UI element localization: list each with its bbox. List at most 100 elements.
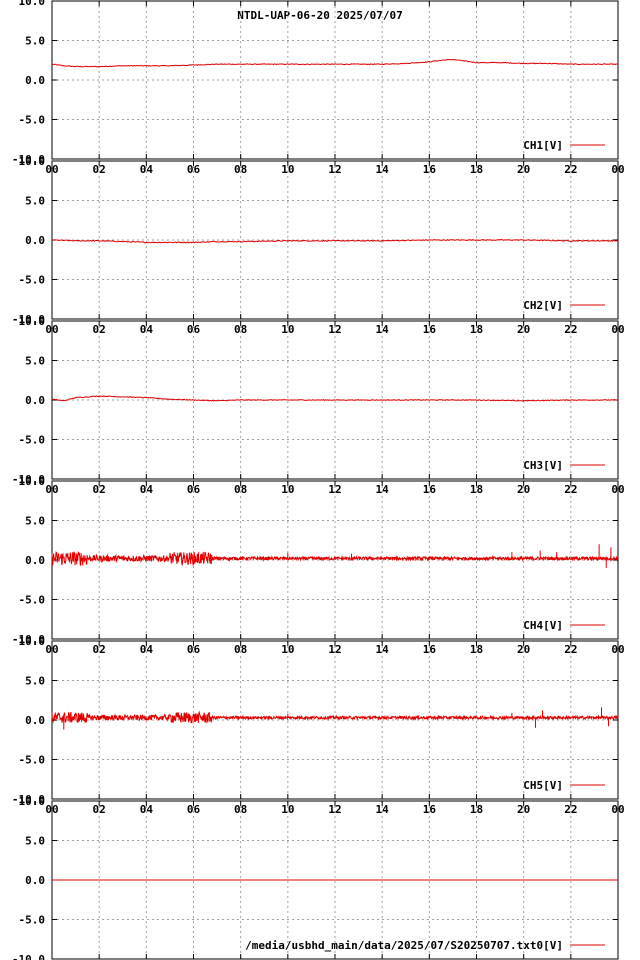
y-tick-label: -5.0 xyxy=(19,274,46,287)
y-tick-label: 10.0 xyxy=(19,0,46,8)
y-tick-label: -5.0 xyxy=(19,754,46,767)
x-tick-label: 04 xyxy=(140,643,154,656)
y-tick-label: -10.0 xyxy=(12,313,45,326)
x-tick-label: 08 xyxy=(234,483,247,496)
x-tick-label: 18 xyxy=(470,323,483,336)
x-tick-label: 02 xyxy=(93,163,106,176)
legend-label: CH1[V] xyxy=(523,139,563,152)
y-tick-label: -5.0 xyxy=(19,914,46,927)
y-tick-label: 10.0 xyxy=(19,795,46,808)
x-tick-label: 22 xyxy=(564,323,577,336)
x-tick-label: 20 xyxy=(517,803,530,816)
y-tick-label: -5.0 xyxy=(19,434,46,447)
series-line-5 xyxy=(51,710,619,725)
x-tick-label: 10 xyxy=(281,643,294,656)
x-tick-label: 12 xyxy=(328,803,341,816)
legend-label: CH4[V] xyxy=(523,619,563,632)
x-tick-label: 08 xyxy=(234,803,247,816)
y-tick-label: 10.0 xyxy=(19,475,46,488)
x-tick-label: 02 xyxy=(93,643,106,656)
x-tick-label: 14 xyxy=(376,803,390,816)
y-tick-label: 0.0 xyxy=(25,714,45,727)
y-tick-label: 0.0 xyxy=(25,74,45,87)
legend-label: CH5[V] xyxy=(523,779,563,792)
x-tick-label: 12 xyxy=(328,163,341,176)
legend-label: CH2[V] xyxy=(523,299,563,312)
x-tick-label: 20 xyxy=(517,643,530,656)
y-tick-label: -5.0 xyxy=(19,114,46,127)
x-tick-label: 06 xyxy=(187,323,201,336)
x-tick-label: 06 xyxy=(187,803,201,816)
x-tick-label: 16 xyxy=(423,163,437,176)
y-tick-label: 5.0 xyxy=(25,675,45,688)
channel-panel-6: 10.0 5.0 0.0 -5.0 -10.0/media/usbhd_main/dat… xyxy=(12,795,619,960)
channel-panel-5: 10.05.00.0-5.0-10.000 02 04 06 08 10 12 14 16 18 2… xyxy=(12,635,625,816)
legend-label: CH3[V] xyxy=(523,459,563,472)
x-tick-label: 16 xyxy=(423,643,437,656)
x-tick-label: 20 xyxy=(517,483,530,496)
chart-title: NTDL-UAP-06-20 2025/07/07 xyxy=(237,9,403,22)
x-tick-label: 08 xyxy=(234,163,247,176)
x-tick-label: 18 xyxy=(470,643,483,656)
series-line-1 xyxy=(51,58,619,68)
x-tick-label: 12 xyxy=(328,323,341,336)
y-tick-label: -10.0 xyxy=(12,153,45,166)
y-tick-label: 10.0 xyxy=(19,155,46,168)
x-tick-label: 16 xyxy=(423,483,437,496)
x-tick-label: 22 xyxy=(564,803,577,816)
channel-panel-3: 10.05.00.0-5.0-10.000 02 04 06 08 10 12 14 16 18 2… xyxy=(12,315,625,496)
y-tick-label: -10.0 xyxy=(12,473,45,486)
y-tick-label: 5.0 xyxy=(25,515,45,528)
y-tick-label: 5.0 xyxy=(25,835,45,848)
y-tick-label: 5.0 xyxy=(25,35,45,48)
y-tick-label: -10.0 xyxy=(12,793,45,806)
x-tick-label: 22 xyxy=(564,643,577,656)
x-tick-label: 08 xyxy=(234,323,247,336)
x-tick-label: 16 xyxy=(423,803,437,816)
x-tick-label: 18 xyxy=(470,483,483,496)
x-tick-label: 14 xyxy=(376,483,390,496)
y-tick-label: 0.0 xyxy=(25,234,45,247)
x-tick-label: 18 xyxy=(470,163,483,176)
channel-panel-4: 10.05.00.0-5.0-10.000 02 04 06 08 10 12 14 16 18 2… xyxy=(12,475,625,656)
series-line-3 xyxy=(51,395,619,402)
y-tick-label: 10.0 xyxy=(19,635,46,648)
x-tick-label: 14 xyxy=(376,323,390,336)
y-tick-label: 0.0 xyxy=(25,554,45,567)
y-tick-label: 10.0 xyxy=(19,315,46,328)
x-tick-label: 14 xyxy=(376,163,390,176)
x-tick-label: 02 xyxy=(93,323,106,336)
x-tick-label: 12 xyxy=(328,643,341,656)
y-tick-label: 5.0 xyxy=(25,195,45,208)
x-tick-label: 18 xyxy=(470,803,483,816)
x-tick-label: 16 xyxy=(423,323,437,336)
x-tick-label: 04 xyxy=(140,483,154,496)
y-tick-label: -10.0 xyxy=(12,953,45,960)
series-line-4 xyxy=(51,551,619,567)
y-tick-label: -10.0 xyxy=(12,633,45,646)
x-tick-label: 04 xyxy=(140,163,154,176)
channel-panel-2: 10.05.00.0-5.0-10.000 02 04 06 08 10 12 14 16 18 2… xyxy=(12,155,625,336)
y-tick-label: -5.0 xyxy=(19,594,46,607)
x-tick-label: 06 xyxy=(187,643,201,656)
x-tick-label: 06 xyxy=(187,483,201,496)
legend-label: /media/usbhd_main/data/2025/07/S20250707… xyxy=(245,939,563,952)
x-tick-label: 22 xyxy=(564,483,577,496)
y-tick-label: 0.0 xyxy=(25,874,45,887)
x-tick-label: 10 xyxy=(281,803,294,816)
y-tick-label: 5.0 xyxy=(25,355,45,368)
series-line-2 xyxy=(51,238,619,244)
x-tick-label: 20 xyxy=(517,163,530,176)
x-tick-label: 04 xyxy=(140,323,154,336)
x-tick-label: 02 xyxy=(93,803,106,816)
x-tick-label: 10 xyxy=(281,483,294,496)
x-tick-label: 02 xyxy=(93,483,106,496)
x-tick-label: 20 xyxy=(517,323,530,336)
x-tick-label: 08 xyxy=(234,643,247,656)
channel-panel-1: 10.05.00.0-5.0-10.000 02 04 06 08 10 12 14 16 18 2… xyxy=(12,0,625,176)
x-tick-label: 12 xyxy=(328,483,341,496)
x-tick-label: 10 xyxy=(281,323,294,336)
x-tick-label: 14 xyxy=(376,643,390,656)
x-tick-label: 10 xyxy=(281,163,294,176)
